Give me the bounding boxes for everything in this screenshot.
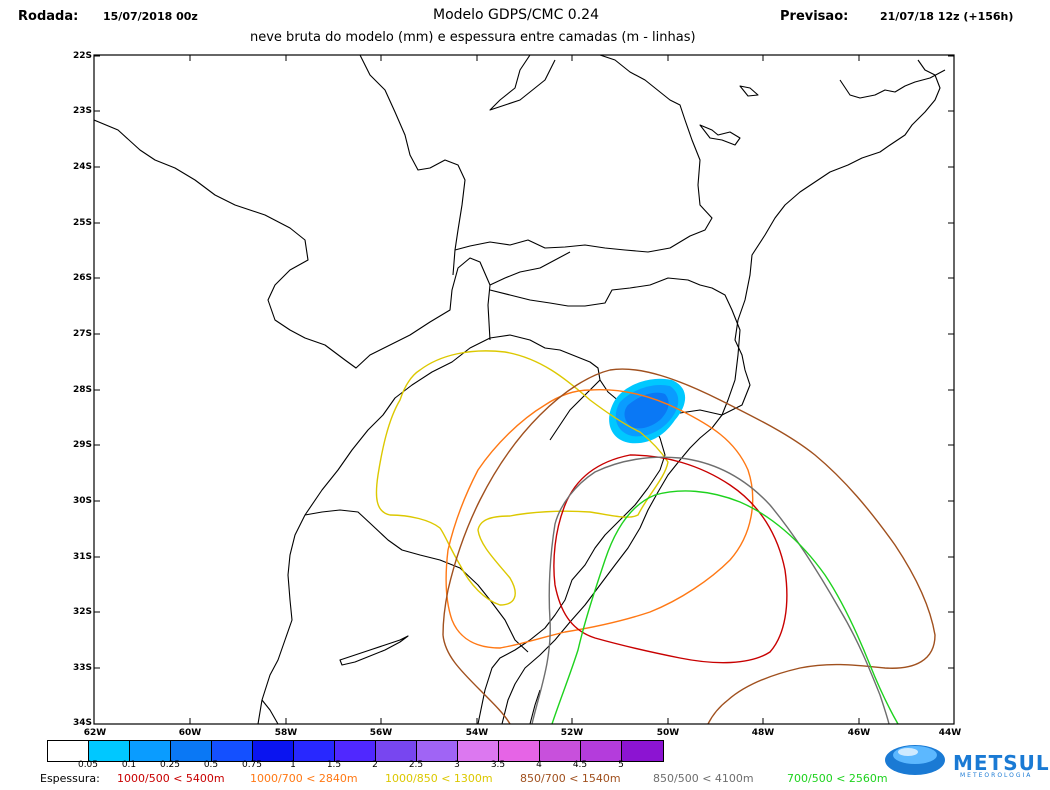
- colorbar-label: 0.25: [159, 760, 181, 770]
- lat-label: 33S: [72, 663, 92, 673]
- previsao-value: 21/07/18 12z (+156h): [880, 10, 1014, 23]
- lon-label: 62W: [83, 728, 107, 738]
- colorbar-label: 4.5: [572, 760, 588, 770]
- lat-label: 22S: [72, 51, 92, 61]
- colorbar-swatch: [89, 741, 130, 761]
- lat-label: 27S: [72, 329, 92, 339]
- legend-item: 1000/700 < 2840m: [250, 772, 358, 785]
- metsul-logo-text: METSUL: [953, 751, 1050, 775]
- lon-label: 58W: [274, 728, 298, 738]
- legend-item: 700/500 < 2560m: [787, 772, 888, 785]
- colorbar-label: 0.05: [77, 760, 99, 770]
- colorbar-swatch: [499, 741, 540, 761]
- colorbar-label: 4: [536, 760, 542, 770]
- colorbar-swatch: [335, 741, 376, 761]
- lon-label: 44W: [938, 728, 962, 738]
- lat-label: 34S: [72, 718, 92, 728]
- colorbar-label: 0.5: [203, 760, 219, 770]
- colorbar-swatch: [417, 741, 458, 761]
- colorbar-label: 5: [618, 760, 624, 770]
- lon-label: 60W: [178, 728, 202, 738]
- lat-label: 26S: [72, 273, 92, 283]
- lon-label: 46W: [847, 728, 871, 738]
- colorbar-label: 3.5: [490, 760, 506, 770]
- contour-1000-850: [375, 350, 669, 606]
- colorbar-swatch: [458, 741, 499, 761]
- contour-850-500: [531, 456, 890, 724]
- legend-item: 1000/850 < 1300m: [385, 772, 493, 785]
- lat-label: 29S: [72, 440, 92, 450]
- contour-700-500: [551, 490, 899, 724]
- colorbar-swatch: [48, 741, 89, 761]
- contour-1000-500: [553, 454, 788, 664]
- contour-1000-700: [445, 388, 754, 649]
- colorbar: [47, 740, 664, 762]
- colorbar-swatch: [171, 741, 212, 761]
- colorbar-label: 2: [372, 760, 378, 770]
- chart-subtitle: neve bruta do modelo (mm) e espessura en…: [250, 30, 696, 45]
- thickness-contours: [375, 350, 936, 724]
- previsao-label: Previsao:: [780, 9, 849, 24]
- lon-label: 48W: [751, 728, 775, 738]
- rodada-value: 15/07/2018 00z: [103, 10, 198, 23]
- lat-label: 24S: [72, 162, 92, 172]
- lon-label: 52W: [560, 728, 584, 738]
- colorbar-swatch: [540, 741, 581, 761]
- legend-item: 1000/500 < 5400m: [117, 772, 225, 785]
- legend-prefix: Espessura:: [40, 772, 100, 785]
- colorbar-swatch: [212, 741, 253, 761]
- colorbar-swatch: [376, 741, 417, 761]
- metsul-logo-globe: [885, 745, 945, 775]
- lat-label: 25S: [72, 218, 92, 228]
- chart-title: Modelo GDPS/CMC 0.24: [433, 7, 599, 23]
- lat-label: 28S: [72, 385, 92, 395]
- lat-label: 30S: [72, 496, 92, 506]
- snow-field: [609, 378, 686, 444]
- metsul-logo-tagline: METEOROLOGIA: [960, 772, 1033, 779]
- lat-ticks: [94, 55, 954, 669]
- lon-label: 54W: [465, 728, 489, 738]
- political-borders: [94, 55, 946, 724]
- colorbar-label: 3: [454, 760, 460, 770]
- colorbar-label: 1.5: [326, 760, 342, 770]
- lon-ticks: [189, 55, 860, 724]
- colorbar-swatch: [253, 741, 294, 761]
- lat-label: 32S: [72, 607, 92, 617]
- colorbar-label: 0.75: [241, 760, 263, 770]
- lat-label: 31S: [72, 552, 92, 562]
- rodada-label: Rodada:: [18, 9, 79, 24]
- colorbar-label: 2.5: [408, 760, 424, 770]
- legend-item: 850/500 < 4100m: [653, 772, 754, 785]
- colorbar-swatch: [581, 741, 622, 761]
- map-frame: [93, 54, 955, 725]
- colorbar-swatch: [622, 741, 663, 761]
- colorbar-label: 1: [290, 760, 296, 770]
- colorbar-label: 0.1: [121, 760, 137, 770]
- colorbar-swatch: [294, 741, 335, 761]
- lon-label: 56W: [369, 728, 393, 738]
- lat-label: 23S: [72, 106, 92, 116]
- lon-label: 50W: [656, 728, 680, 738]
- colorbar-swatch: [130, 741, 171, 761]
- legend-item: 850/700 < 1540m: [520, 772, 621, 785]
- contour-850-700: [442, 368, 936, 724]
